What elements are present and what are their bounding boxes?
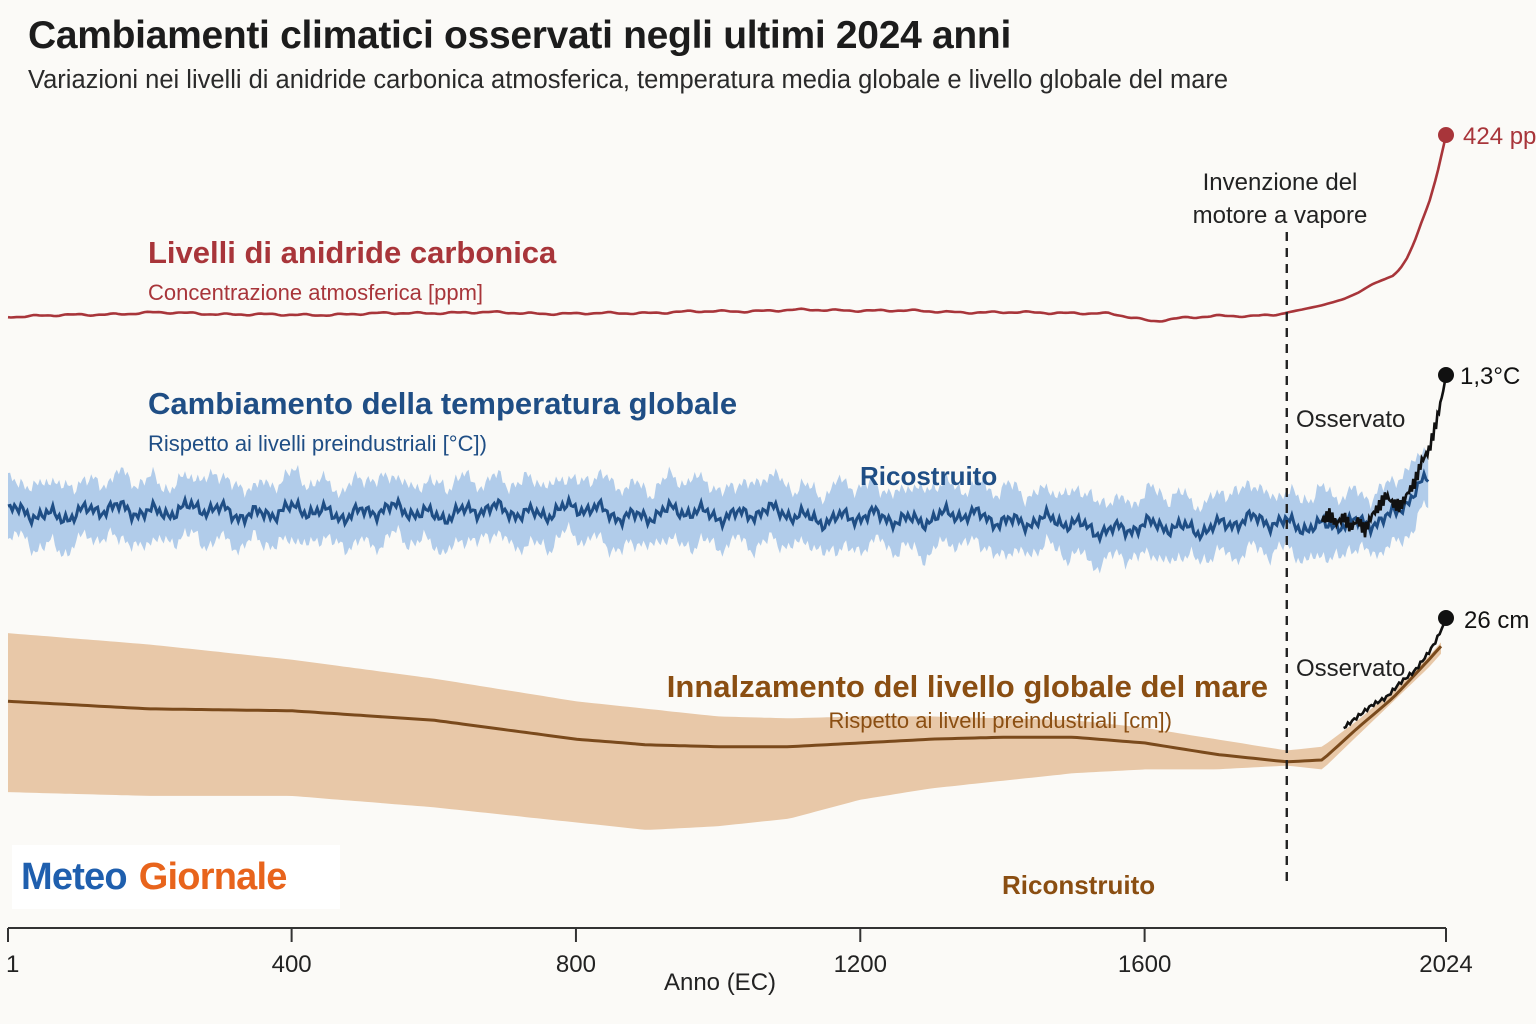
page-title: Cambiamenti climatici osservati negli ul… [28,14,1011,57]
sea-level-panel-title: Innalzamento del livello globale del mar… [667,669,1268,704]
sea-level-uncertainty-band [8,633,1441,830]
steam-engine-annotation-line2: motore a vapore [1193,202,1368,229]
x-axis-tick-label: 1 [6,951,19,978]
x-axis-tick-label: 400 [272,951,312,978]
sea-level-observed-line [1343,617,1448,730]
sea-level-observed-label: Osservato [1296,655,1405,682]
temperature-end-label: 1,3°C [1460,363,1520,390]
temperature-uncertainty-band [8,447,1429,574]
x-axis-tick-label: 2024 [1419,951,1472,978]
co2-series-line [7,134,1448,323]
x-axis-label: Anno (EC) [664,969,776,996]
sea-level-reconstructed-label: Riconstruito [1002,870,1155,900]
x-axis-tick-label: 1600 [1118,951,1171,978]
temperature-reconstructed-label: Ricostruito [860,461,997,491]
x-axis-tick-label: 800 [556,951,596,978]
page-subtitle: Variazioni nei livelli di anidride carbo… [28,66,1229,94]
logo-word-meteo: Meteo [21,855,128,898]
steam-engine-annotation-line1: Invenzione del [1203,169,1358,196]
sea-level-panel-subtitle: Rispetto ai livelli preindustriali [cm]) [828,708,1172,733]
meteo-giornale-logo: Meteo Giornale [12,845,340,909]
co2-end-label: 424 ppm [1463,123,1536,150]
sea-level-reconstructed-line [7,645,1443,764]
co2-end-marker [1438,127,1454,143]
temperature-reconstructed-line [7,468,1430,545]
co2-panel-title: Livelli di anidride carbonica [148,235,557,270]
sea-level-end-label: 26 cm [1464,607,1529,634]
x-axis-tick-label: 1200 [834,951,887,978]
sea-level-end-marker [1438,610,1454,626]
logo-word-giornale: Giornale [138,855,288,898]
temperature-panel-title: Cambiamento della temperatura globale [148,386,737,421]
temperature-observed-label: Osservato [1296,406,1405,433]
temperature-end-marker [1438,367,1454,383]
co2-panel-subtitle: Concentrazione atmosferica [ppm] [148,280,483,305]
temperature-panel-subtitle: Rispetto ai livelli preindustriali [°C]) [148,431,487,456]
temperature-observed-line [1321,374,1448,538]
